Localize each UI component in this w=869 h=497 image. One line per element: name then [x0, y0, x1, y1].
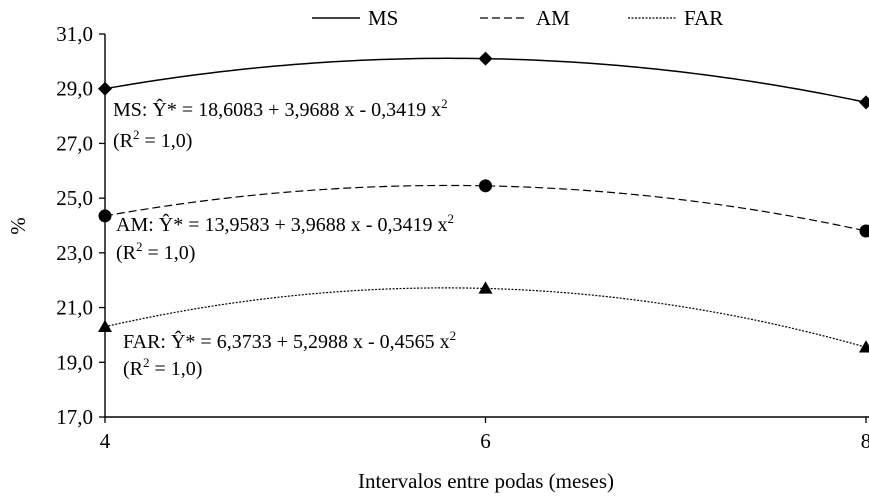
y-tick-label: 27,0: [56, 131, 93, 155]
y-ticks: 17,0 19,0 21,0 23,0 25,0 27,0 29,0 31,0: [56, 22, 105, 429]
y-tick-label: 19,0: [56, 350, 93, 374]
data-point-ms: [859, 95, 869, 109]
data-point-ms: [479, 52, 493, 66]
y-axis-label: %: [6, 217, 30, 235]
x-tick-label: 6: [480, 429, 491, 453]
r-squared-ms: (R2 = 1,0): [113, 127, 192, 152]
x-tick-label: 8: [861, 429, 869, 453]
y-tick-label: 25,0: [56, 186, 93, 210]
y-tick-label: 21,0: [56, 296, 93, 320]
x-ticks: 4 6 8: [100, 417, 869, 453]
series-markers: [98, 52, 869, 353]
y-tick-label: 29,0: [56, 77, 93, 101]
y-tick-label: 17,0: [56, 405, 93, 429]
data-point-am: [860, 224, 869, 237]
data-point-am: [99, 209, 112, 222]
equation-ms: MS: Ŷ* = 18,6083 + 3,9688 x - 0,3419 x2: [113, 96, 448, 121]
legend-label-far: FAR: [684, 6, 723, 30]
data-point-far: [479, 281, 493, 293]
data-point-am: [479, 179, 492, 192]
x-axis: 4 6 8 Intervalos entre podas (meses): [100, 417, 869, 493]
r-squared-am: (R2 = 1,0): [116, 239, 195, 264]
y-axis: 17,0 19,0 21,0 23,0 25,0 27,0 29,0 31,0 %: [6, 22, 105, 429]
legend-label-am: AM: [536, 6, 570, 30]
equation-far: FAR: Ŷ* = 6,3733 + 5,2988 x - 0,4565 x2: [123, 328, 456, 353]
x-tick-label: 4: [100, 429, 111, 453]
regression-equations: MS: Ŷ* = 18,6083 + 3,9688 x - 0,3419 x2 (…: [113, 96, 456, 380]
legend: MS AM FAR: [312, 6, 723, 30]
y-tick-label: 31,0: [56, 22, 93, 46]
r-squared-far: (R2 = 1,0): [123, 355, 202, 380]
data-point-far: [859, 340, 869, 352]
y-tick-label: 23,0: [56, 241, 93, 265]
data-point-ms: [98, 82, 112, 96]
x-axis-label: Intervalos entre podas (meses): [358, 469, 614, 493]
equation-am: AM: Ŷ* = 13,9583 + 3,9688 x - 0,3419 x2: [116, 211, 454, 236]
legend-label-ms: MS: [368, 6, 398, 30]
